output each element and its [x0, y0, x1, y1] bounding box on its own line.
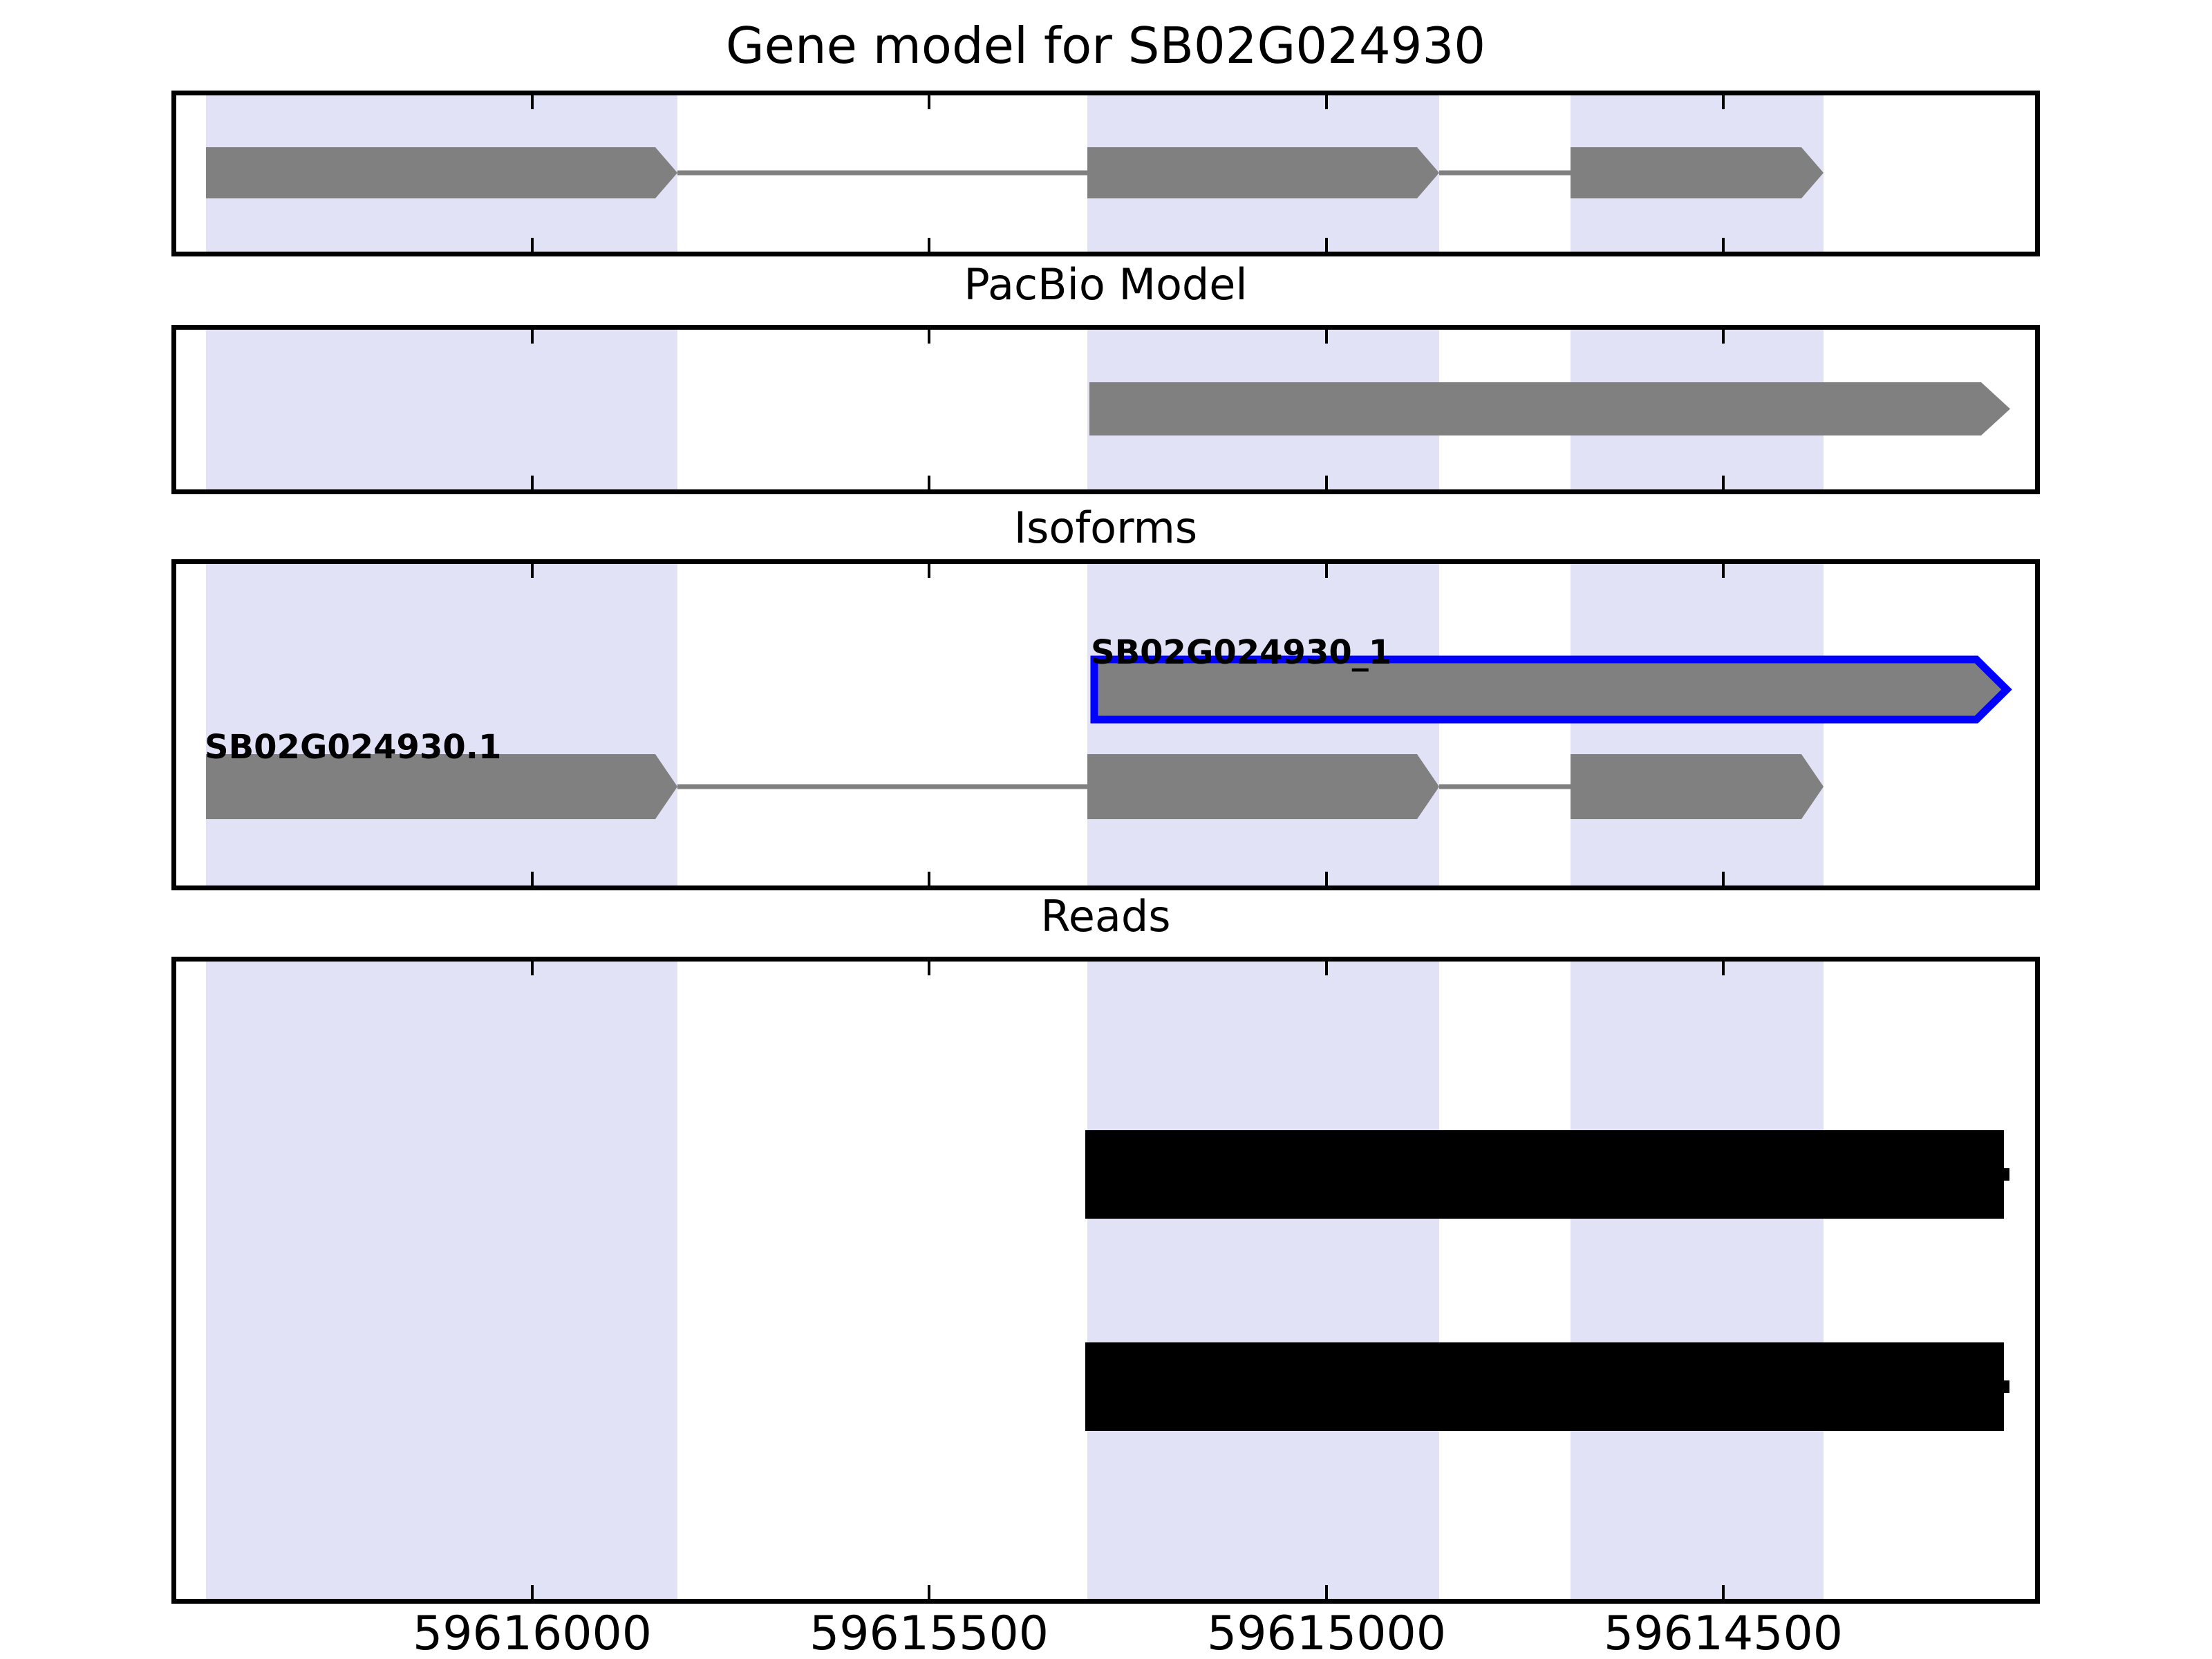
axis-tick-mark [1325, 476, 1328, 489]
exon-highlight-band [1571, 962, 1824, 1599]
x-axis-tick-label: 59615500 [809, 1606, 1049, 1659]
exon-highlight-band [206, 95, 677, 252]
axis-tick-mark [928, 476, 930, 489]
axis-tick-mark [928, 95, 930, 109]
axis-tick-mark [1325, 238, 1328, 252]
axis-tick-mark [531, 564, 534, 578]
exon-highlight-band [1571, 95, 1824, 252]
exon-highlight-band [1571, 564, 1824, 885]
x-axis-tick-label: 59614500 [1603, 1606, 1844, 1659]
axis-tick-mark [531, 872, 534, 885]
axis-tick-mark [1722, 330, 1725, 344]
axis-tick-mark [1722, 872, 1725, 885]
axis-tick-mark [531, 95, 534, 109]
axis-tick-mark [1325, 872, 1328, 885]
x-axis-tick-label: 59616000 [412, 1606, 653, 1659]
exon-highlight-band [1571, 330, 1824, 489]
axis-tick-mark [1722, 564, 1725, 578]
pacbio-track-panel [171, 325, 2040, 494]
exon-highlight-band [206, 962, 677, 1599]
axis-tick-mark [1325, 95, 1328, 109]
axis-tick-mark [531, 476, 534, 489]
axis-tick-mark [531, 962, 534, 975]
axis-tick-mark [1722, 476, 1725, 489]
axis-tick-mark [928, 238, 930, 252]
figure-title: Gene model for SB02G024930 [725, 17, 1486, 75]
axis-tick-mark [928, 962, 930, 975]
axis-tick-mark [1722, 238, 1725, 252]
axis-tick-mark [928, 1585, 930, 1599]
axis-tick-mark [1325, 564, 1328, 578]
exon-highlight-band [1087, 962, 1439, 1599]
exon-highlight-band [1087, 564, 1439, 885]
pacbio-track-title: PacBio Model [964, 259, 1248, 310]
x-axis-tick-label: 59615000 [1206, 1606, 1447, 1659]
exon-highlight-band [206, 330, 677, 489]
isoforms-track-panel [171, 559, 2040, 890]
axis-tick-mark [928, 872, 930, 885]
axis-tick-mark [531, 330, 534, 344]
axis-tick-mark [1722, 962, 1725, 975]
isoforms-track-title: Isoforms [1013, 503, 1198, 553]
axis-tick-mark [1325, 330, 1328, 344]
axis-tick-mark [1722, 1585, 1725, 1599]
axis-tick-mark [1722, 95, 1725, 109]
reads-track-panel [171, 957, 2040, 1604]
exon-highlight-band [1087, 330, 1439, 489]
axis-tick-mark [928, 330, 930, 344]
axis-tick-mark [531, 238, 534, 252]
axis-tick-mark [531, 1585, 534, 1599]
axis-tick-mark [1325, 1585, 1328, 1599]
gene-model-track-panel [171, 91, 2040, 256]
exon-highlight-band [1087, 95, 1439, 252]
axis-tick-mark [928, 564, 930, 578]
reads-track-title: Reads [1040, 891, 1171, 941]
exon-highlight-band [206, 564, 677, 885]
axis-tick-mark [1325, 962, 1328, 975]
